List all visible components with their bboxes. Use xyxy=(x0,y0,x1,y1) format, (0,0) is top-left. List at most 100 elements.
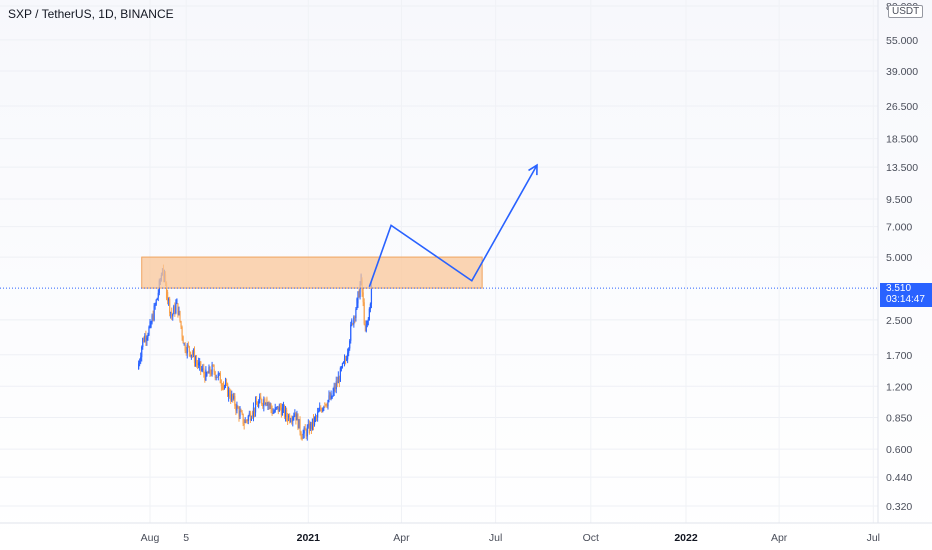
candle-up xyxy=(339,367,341,382)
candle-down xyxy=(180,321,182,328)
candle-down xyxy=(362,292,364,303)
candle-down xyxy=(310,423,313,429)
candle-down xyxy=(169,298,171,314)
candle-down xyxy=(297,414,299,429)
candle-up xyxy=(332,391,334,396)
candle-down xyxy=(300,432,302,437)
symbol-title: SXP / TetherUS, 1D, BINANCE xyxy=(8,7,174,21)
candle-up xyxy=(302,433,304,436)
candle-up xyxy=(282,406,285,408)
candle-down xyxy=(270,404,272,409)
x-tick-label: Aug xyxy=(141,532,160,544)
candle-up xyxy=(211,365,213,375)
candle-up xyxy=(319,407,321,411)
candle-up xyxy=(236,404,238,411)
x-tick-label: 5 xyxy=(183,532,189,544)
candle-down xyxy=(182,336,184,344)
candle-up xyxy=(328,395,330,401)
candle-up xyxy=(331,395,333,399)
candle-down xyxy=(242,413,244,425)
candle-up xyxy=(269,404,271,406)
candle-down xyxy=(165,283,168,299)
candle-up xyxy=(333,386,335,392)
projection-path xyxy=(368,164,538,288)
candle-up xyxy=(154,304,156,306)
candle-down xyxy=(299,419,301,433)
candle-up xyxy=(147,335,149,338)
candle-down xyxy=(152,315,154,321)
candle-up xyxy=(156,298,158,300)
y-axis: 80.00055.00039.00026.50018.50013.5009.50… xyxy=(877,0,918,523)
candle-down xyxy=(257,404,259,407)
candle-up xyxy=(254,400,257,413)
candle-up xyxy=(186,344,188,354)
candle-down xyxy=(264,399,266,405)
candle-up xyxy=(351,320,353,325)
y-tick-label: 0.600 xyxy=(886,444,912,456)
candle-up xyxy=(317,412,319,418)
candle-up xyxy=(367,318,369,321)
candle-down xyxy=(245,420,247,422)
candle-up xyxy=(206,372,208,376)
resistance-zone xyxy=(141,256,483,289)
candle-down xyxy=(246,420,248,422)
x-tick-label: Jul xyxy=(867,532,880,544)
candle-up xyxy=(370,286,373,305)
candle-up xyxy=(138,363,140,370)
candle-down xyxy=(232,394,234,399)
y-tick-label: 9.500 xyxy=(886,194,912,206)
candle-up xyxy=(258,401,260,407)
candle-down xyxy=(301,436,303,441)
candle-up xyxy=(368,308,370,320)
y-tick-label: 1.700 xyxy=(886,350,912,362)
candle-up xyxy=(231,394,233,401)
candle-up xyxy=(276,406,278,408)
candle-down xyxy=(324,402,326,405)
candle-down xyxy=(196,362,199,366)
candle-down xyxy=(216,376,218,378)
candle-down xyxy=(195,360,198,363)
candle-up xyxy=(148,327,150,336)
candle-up xyxy=(205,369,207,381)
y-tick-label: 2.500 xyxy=(886,315,912,327)
candle-up xyxy=(250,418,253,421)
candle-up xyxy=(359,284,361,298)
candle-up xyxy=(348,348,350,353)
candle-up xyxy=(198,362,200,366)
candle-down xyxy=(291,420,293,422)
candle-down xyxy=(364,323,366,327)
candle-down xyxy=(304,427,306,431)
x-tick-label: 2021 xyxy=(297,532,321,544)
candle-up xyxy=(139,360,141,364)
candle-up xyxy=(275,407,277,409)
candle-down xyxy=(204,373,206,381)
candle-up xyxy=(293,416,295,418)
candle-up xyxy=(335,381,337,390)
currency-button[interactable]: USDT xyxy=(888,5,924,18)
candle-up xyxy=(183,343,185,345)
candle-up xyxy=(327,400,329,407)
candle-up xyxy=(306,427,308,437)
candle-up xyxy=(192,351,195,355)
candle-down xyxy=(230,394,232,401)
candle-up xyxy=(146,337,148,341)
candle-down xyxy=(222,382,225,387)
candle-up xyxy=(337,376,339,384)
current-price-label: 3.510 03:14:47 xyxy=(880,283,932,307)
candle-up xyxy=(141,347,143,358)
candle-down xyxy=(225,382,228,384)
candle-down xyxy=(268,403,270,405)
candle-up xyxy=(175,303,177,314)
candle-down xyxy=(326,405,328,407)
candle-up xyxy=(323,407,325,409)
candle-up xyxy=(244,420,246,424)
candle-down xyxy=(237,407,239,409)
candle-up xyxy=(149,321,151,328)
candle-up xyxy=(309,423,311,429)
y-tick-label: 0.440 xyxy=(886,472,912,484)
candle-down xyxy=(189,351,191,357)
candle-up xyxy=(303,427,305,434)
y-tick-label: 26.500 xyxy=(886,101,918,113)
